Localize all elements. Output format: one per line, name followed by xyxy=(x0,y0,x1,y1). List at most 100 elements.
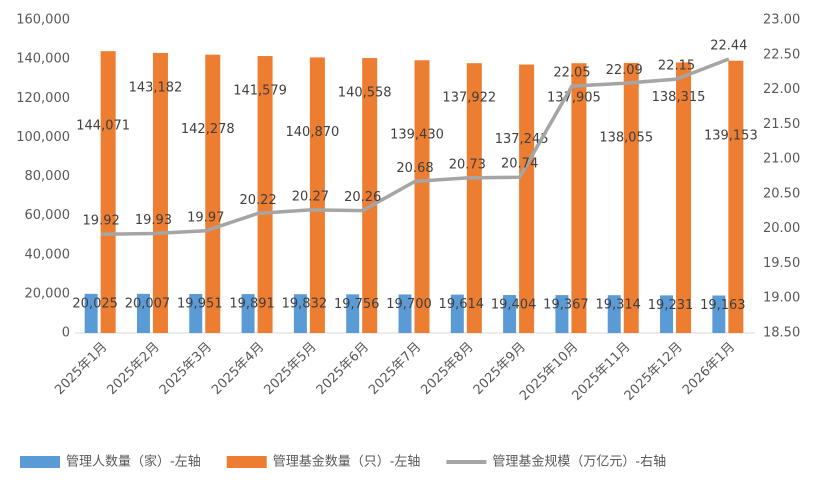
data-label: 22.15 xyxy=(658,59,695,74)
y2-tick-label: 21.00 xyxy=(763,152,800,167)
bar xyxy=(660,295,674,333)
legend-label: 管理基金数量（只）-左轴 xyxy=(273,454,421,470)
data-label: 19,163 xyxy=(700,298,746,313)
x-tick-label: 2025年7月 xyxy=(366,340,424,398)
legend-swatch xyxy=(226,456,267,468)
bar xyxy=(450,294,464,333)
data-label: 19,756 xyxy=(334,297,380,312)
data-label: 139,430 xyxy=(390,128,444,143)
data-label: 137,905 xyxy=(547,91,601,106)
data-label: 140,870 xyxy=(286,125,340,140)
data-label: 139,153 xyxy=(704,128,758,143)
x-tick-label: 2025年2月 xyxy=(105,340,163,398)
data-label: 20,007 xyxy=(125,296,171,311)
data-label: 20.74 xyxy=(501,157,538,172)
y-tick-label: 120,000 xyxy=(16,91,70,106)
data-label: 20.73 xyxy=(449,157,486,172)
y2-tick-label: 19.00 xyxy=(763,291,800,306)
bar xyxy=(257,56,273,334)
bar xyxy=(519,64,535,333)
y-tick-label: 160,000 xyxy=(16,13,70,28)
x-tick-label: 2025年8月 xyxy=(418,340,476,398)
y-tick-label: 80,000 xyxy=(25,169,71,184)
y2-tick-label: 23.00 xyxy=(763,13,800,28)
bar xyxy=(503,295,517,333)
x-tick-label: 2025年5月 xyxy=(261,340,319,398)
y2-tick-label: 18.50 xyxy=(763,326,800,341)
bar xyxy=(728,60,744,333)
bar xyxy=(205,54,221,333)
y2-tick-label: 20.00 xyxy=(763,221,800,236)
data-label: 137,922 xyxy=(442,91,496,106)
x-tick-label: 2025年6月 xyxy=(314,340,372,398)
x-tick-label: 2025年3月 xyxy=(157,340,215,398)
data-label: 19,951 xyxy=(177,296,223,311)
data-label: 22.05 xyxy=(553,66,590,81)
bar xyxy=(712,295,726,333)
y-tick-label: 20,000 xyxy=(25,286,71,301)
data-label: 138,315 xyxy=(652,90,706,105)
bar xyxy=(362,58,378,333)
data-label: 137,245 xyxy=(495,132,549,147)
bar xyxy=(84,293,98,333)
data-label: 142,278 xyxy=(181,122,235,137)
y2-tick-label: 21.50 xyxy=(763,117,800,132)
y2-tick-label: 22.00 xyxy=(763,82,800,97)
data-label: 140,558 xyxy=(338,86,392,101)
data-label: 20.68 xyxy=(396,161,433,176)
bar xyxy=(398,294,412,333)
data-label: 19,404 xyxy=(491,298,537,313)
bar xyxy=(414,60,430,334)
bar xyxy=(555,295,569,333)
y2-tick-label: 22.50 xyxy=(763,47,800,62)
data-label: 19,367 xyxy=(543,298,589,313)
bar xyxy=(100,51,116,334)
data-label: 20.22 xyxy=(239,193,276,208)
bar xyxy=(152,52,168,334)
bar xyxy=(309,57,325,333)
y2-tick-label: 19.50 xyxy=(763,256,800,271)
bar xyxy=(676,62,692,334)
y-tick-label: 40,000 xyxy=(25,247,71,262)
data-label: 19.92 xyxy=(83,214,120,229)
y-tick-label: 100,000 xyxy=(16,130,70,145)
data-label: 19.97 xyxy=(187,210,224,225)
data-label: 19,231 xyxy=(648,298,694,313)
bar xyxy=(607,295,621,333)
data-label: 20,025 xyxy=(72,296,118,311)
bar xyxy=(293,294,307,333)
x-tick-label: 2026年1月 xyxy=(680,340,738,398)
bar xyxy=(346,294,360,333)
data-label: 19,314 xyxy=(595,298,641,313)
x-tick-label: 2025年4月 xyxy=(209,340,267,398)
line xyxy=(101,57,730,236)
data-label: 19.93 xyxy=(135,213,172,228)
data-label: 19,700 xyxy=(386,297,432,312)
data-label: 22.44 xyxy=(710,38,747,53)
legend-swatch xyxy=(20,456,60,468)
data-label: 19,614 xyxy=(439,297,485,312)
y-tick-label: 60,000 xyxy=(25,208,71,223)
bar xyxy=(241,294,255,333)
legend-label: 管理人数量（家）-左轴 xyxy=(66,454,201,470)
data-label: 20.27 xyxy=(292,189,329,204)
y-tick-label: 0 xyxy=(62,326,70,341)
legend-label: 管理基金规模（万亿元）-右轴 xyxy=(492,454,666,470)
data-label: 19,891 xyxy=(229,297,275,312)
data-label: 141,579 xyxy=(233,84,287,99)
x-tick-label: 2025年1月 xyxy=(52,340,110,398)
data-label: 144,071 xyxy=(76,119,130,134)
bar xyxy=(189,293,203,333)
data-label: 138,055 xyxy=(599,130,653,145)
data-label: 143,182 xyxy=(129,80,183,95)
y-tick-label: 140,000 xyxy=(16,52,70,67)
bar xyxy=(466,63,482,333)
data-label: 19,832 xyxy=(282,297,328,312)
bar xyxy=(571,63,587,334)
data-label: 22.09 xyxy=(606,63,643,78)
bar xyxy=(623,62,639,334)
bar xyxy=(136,293,150,333)
y2-tick-label: 20.50 xyxy=(763,186,800,201)
data-label: 20.26 xyxy=(344,190,381,205)
